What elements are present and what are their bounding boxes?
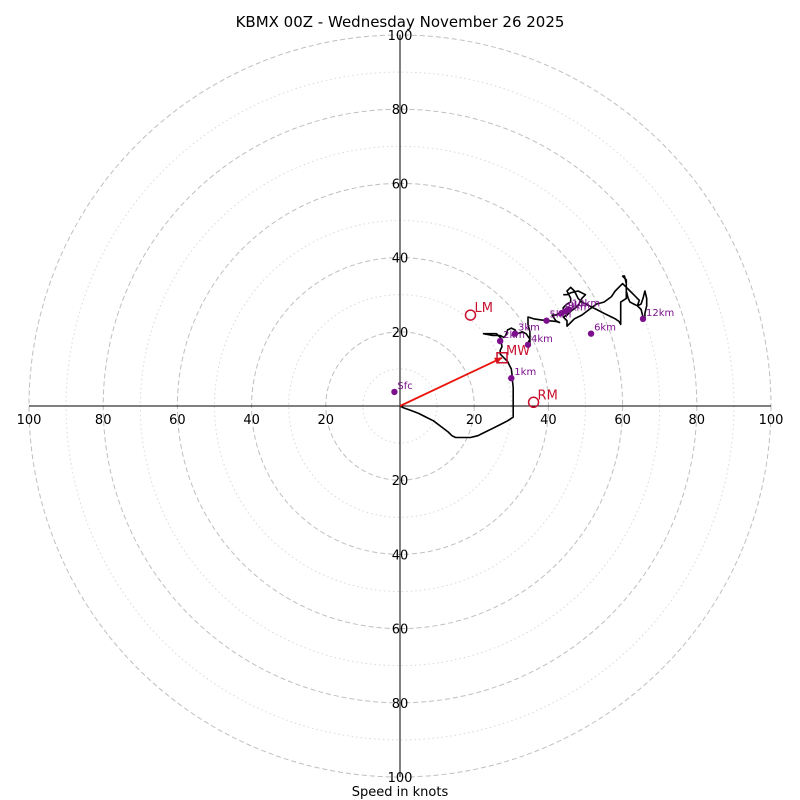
height-marker-label: 6km	[594, 323, 616, 334]
tick-label-right: 40	[540, 413, 557, 428]
tick-label-right: 100	[759, 413, 784, 428]
tick-label-top: 60	[392, 177, 409, 192]
tick-label-top: 40	[392, 252, 409, 267]
shear-vector-arrowhead	[494, 357, 503, 364]
height-marker-dot	[639, 315, 647, 323]
height-marker-label: 1km	[514, 367, 536, 378]
storm-marker-square	[496, 352, 508, 364]
chart-title: KBMX 00Z - Wednesday November 26 2025	[236, 13, 565, 31]
shear-vector	[399, 356, 503, 407]
tick-label-right: 80	[689, 413, 706, 428]
height-marker-label: 4km	[531, 334, 553, 345]
storm-marker-circle	[464, 309, 477, 321]
height-marker-dot	[587, 330, 595, 337]
height-marker-dot	[391, 388, 398, 396]
tick-label-top: 80	[392, 103, 409, 118]
tick-label-top: 100	[388, 29, 413, 44]
storm-marker-label: MW	[506, 344, 530, 359]
shear-vector-line	[399, 356, 503, 407]
storm-motion-markers: LM MW RM	[464, 301, 558, 409]
tick-label-left: 40	[243, 413, 260, 428]
height-marker-dot	[496, 337, 504, 345]
height-markers: Sfc1km2km3km4km5km6km8km9km10km12km	[391, 299, 674, 396]
tick-label-bottom: 40	[392, 548, 409, 563]
tick-label-left: 60	[169, 413, 186, 428]
height-marker-dot	[543, 317, 550, 324]
tick-label-left: 20	[318, 413, 335, 428]
storm-marker-circle	[527, 396, 540, 409]
height-marker-label: 9km	[568, 300, 590, 311]
tick-label-left: 80	[95, 413, 112, 428]
height-marker-label: 10km	[572, 299, 600, 310]
height-marker-dot	[511, 330, 519, 337]
storm-marker-label: LM	[474, 301, 492, 316]
tick-label-right: 60	[614, 413, 631, 428]
height-marker-dot	[565, 306, 573, 313]
height-marker-dot	[508, 374, 515, 382]
height-marker-dot	[524, 341, 532, 348]
tick-label-bottom: 20	[392, 474, 409, 489]
tick-label-top: 20	[392, 326, 409, 341]
tick-label-right: 20	[466, 413, 483, 428]
tick-labels: 100 100 80 80 60 60 40 40 20 20 20 20 40 40 60 60 80 80 10…	[17, 29, 784, 786]
height-marker-label: 12km	[646, 308, 674, 319]
height-marker-label: 3km	[518, 323, 540, 334]
storm-marker-label: RM	[538, 388, 558, 403]
x-axis-label: Speed in knots	[352, 785, 449, 800]
tick-label-bottom: 100	[388, 771, 413, 786]
tick-label-bottom: 60	[392, 623, 409, 638]
height-marker-label: Sfc	[397, 381, 412, 392]
height-marker-label: 8km	[564, 302, 586, 313]
tick-label-left: 100	[17, 413, 42, 428]
tick-label-bottom: 80	[392, 697, 409, 712]
